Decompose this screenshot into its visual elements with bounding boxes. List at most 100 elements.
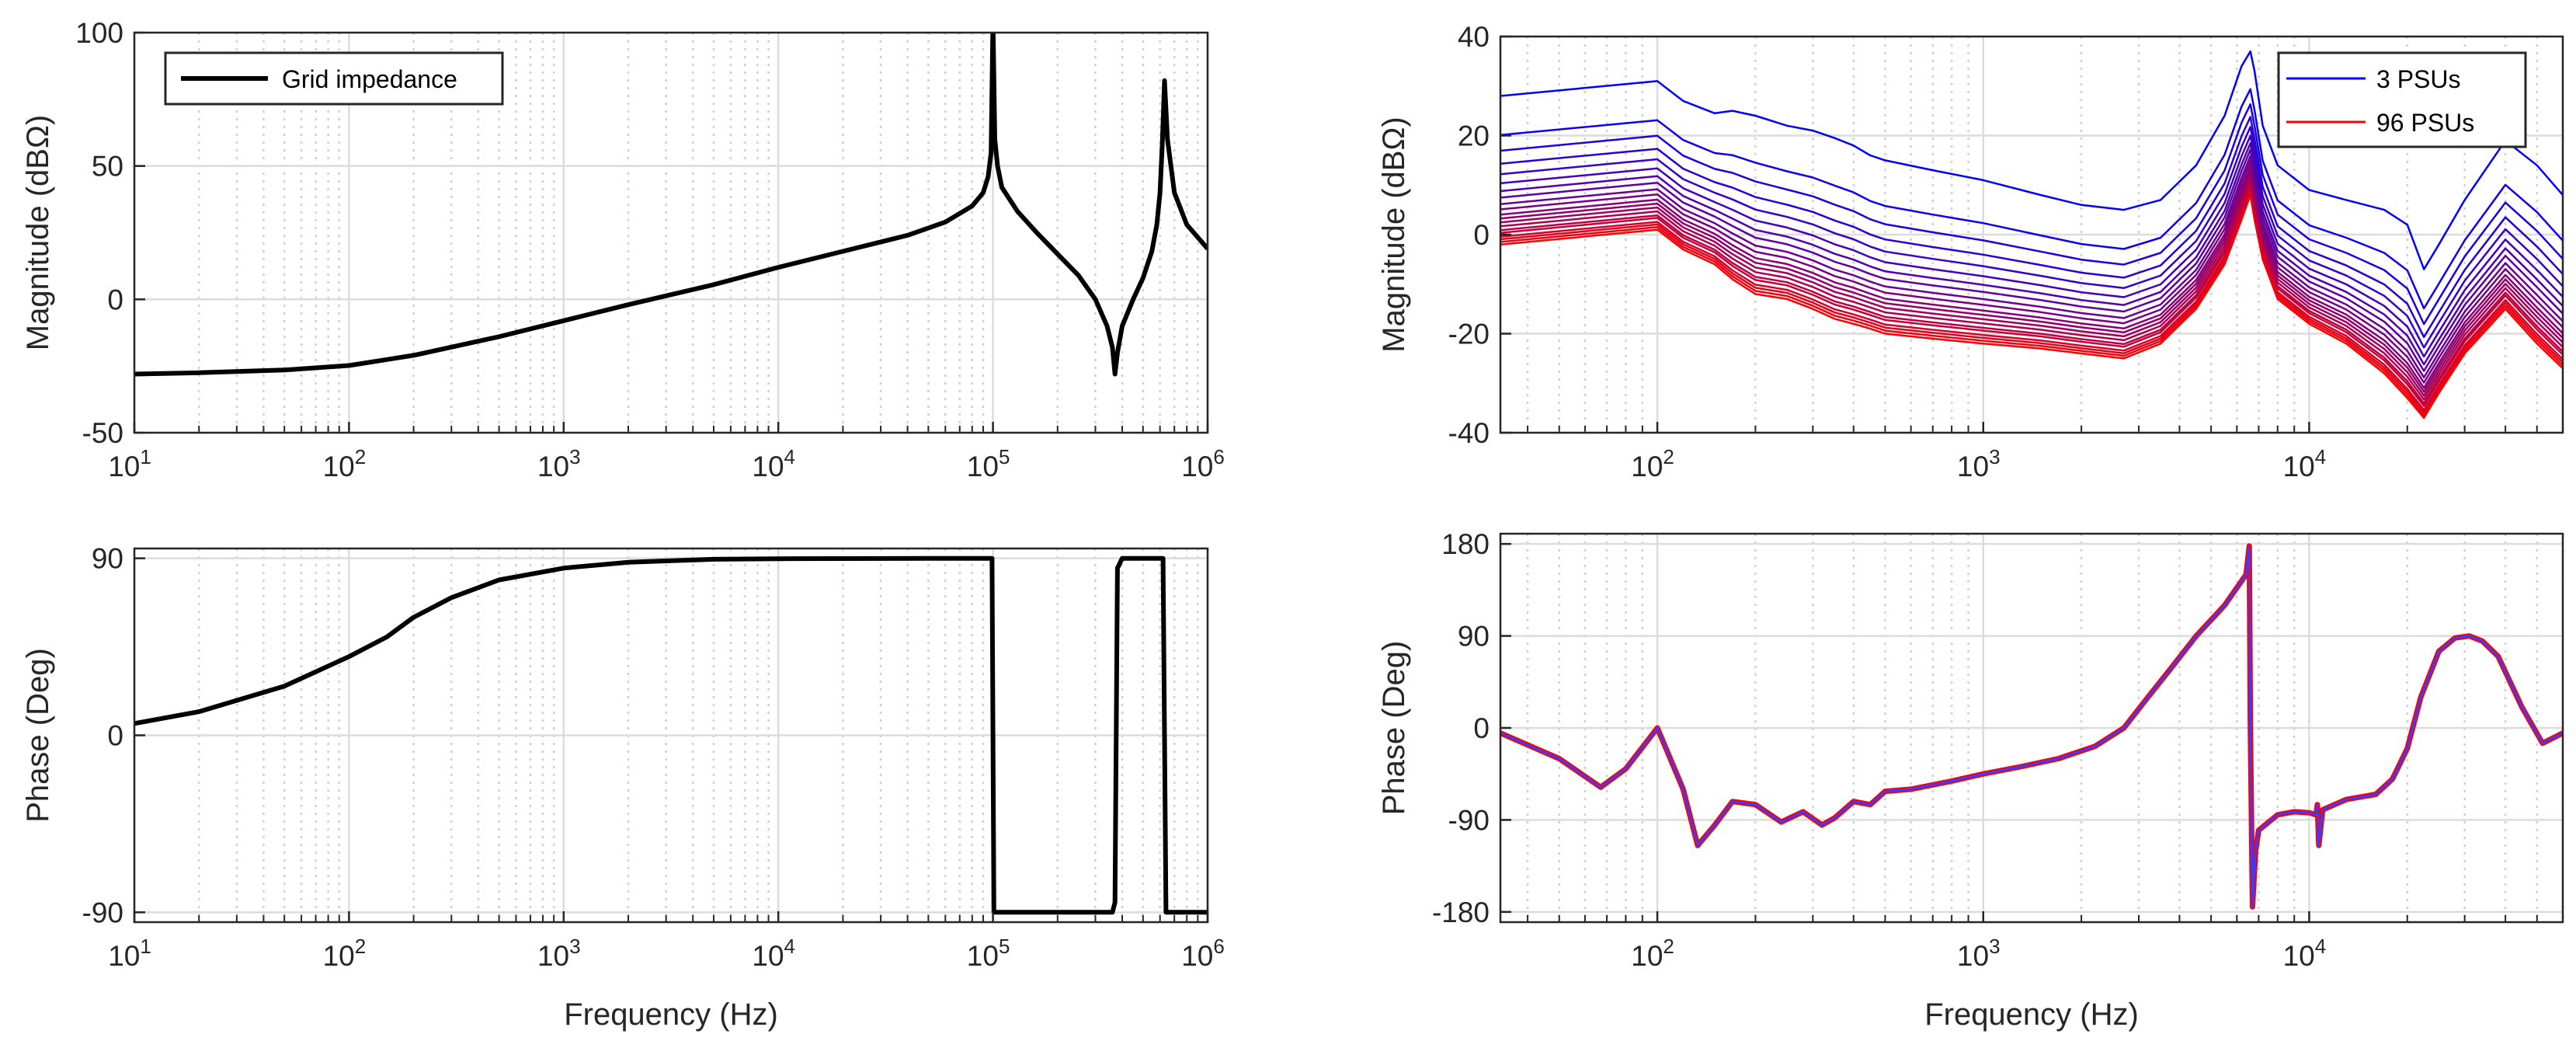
x-tick-exponent: 4	[784, 935, 795, 958]
psu-series-line-14	[1500, 176, 2563, 401]
x-tick-exponent: 1	[140, 935, 151, 958]
data-lines	[134, 555, 1208, 915]
psu-series-line-4	[1500, 116, 2563, 339]
y-tick-label: 0	[1473, 219, 1490, 251]
axes-box	[133, 31, 1209, 434]
x-tick-label: 106	[1181, 935, 1225, 972]
x-tick-base: 10	[1181, 940, 1213, 972]
y-tick-label: 0	[107, 284, 123, 315]
x-tick-exponent: 4	[784, 445, 795, 468]
y-axis-label: Magnitude (dBΩ)	[21, 115, 55, 350]
x-tick-label: 104	[752, 445, 795, 482]
x-tick-base: 10	[537, 451, 569, 482]
x-tick-base: 10	[1957, 451, 1989, 482]
x-tick-exponent: 3	[569, 445, 580, 468]
y-axis-label: Magnitude (dBΩ)	[1377, 117, 1411, 352]
psu-series-line-15	[1500, 179, 2563, 405]
y-tick-label: 0	[1473, 712, 1490, 744]
series-line-grid-impedance	[134, 33, 1208, 377]
x-tick-exponent: 6	[1213, 445, 1224, 468]
psu-series-line-9	[1500, 155, 2563, 379]
psu-series-line-10	[1500, 159, 2563, 384]
psu-series-line-5	[1500, 126, 2563, 349]
x-tick-base: 10	[967, 451, 999, 482]
x-tick-exponent: 2	[1663, 445, 1674, 468]
x-tick-label: 103	[537, 935, 581, 972]
x-tick-base: 10	[323, 940, 355, 972]
x-tick-exponent: 3	[1989, 445, 2000, 468]
x-tick-exponent: 2	[355, 445, 366, 468]
x-tick-label: 102	[323, 935, 367, 972]
x-tick-label: 101	[108, 935, 151, 972]
x-tick-label: 105	[967, 935, 1010, 972]
psu-series-line-13	[1500, 172, 2563, 397]
psu-series-line-17	[1500, 186, 2563, 412]
legend: Grid impedance	[164, 51, 504, 106]
psu-series-line-18	[1500, 189, 2563, 414]
psu-series-line-6	[1500, 134, 2563, 358]
x-tick-base: 10	[967, 940, 999, 972]
y-tick-label: -50	[82, 417, 123, 449]
y-tick-label: -90	[82, 897, 123, 928]
psu-series-line-2	[1500, 88, 2563, 310]
x-tick-base: 10	[537, 940, 569, 972]
x-tick-base: 10	[752, 451, 784, 482]
y-tick-label: 100	[75, 17, 123, 49]
y-tick-label: 90	[1458, 621, 1490, 653]
y-axis-label: Phase (Deg)	[1377, 641, 1411, 816]
x-tick-exponent: 3	[569, 935, 580, 958]
y-tick-label: 40	[1458, 21, 1490, 53]
data-lines	[1500, 543, 2563, 910]
x-tick-label: 101	[108, 445, 151, 482]
y-tick-label: -180	[1432, 897, 1490, 928]
legend-label: 96 PSUs	[2376, 109, 2474, 137]
x-tick-base: 10	[1631, 940, 1663, 972]
x-tick-exponent: 4	[2315, 445, 2326, 468]
y-tick-label: -90	[1448, 804, 1490, 836]
x-axis-label: Frequency (Hz)	[564, 998, 778, 1032]
x-tick-label: 106	[1181, 445, 1225, 482]
y-tick-label: 50	[92, 151, 123, 183]
psu-series-line-19	[1500, 191, 2563, 416]
x-tick-base: 10	[1181, 451, 1213, 482]
x-tick-label: 105	[967, 445, 1010, 482]
data-lines	[1500, 50, 2563, 420]
x-tick-base: 10	[752, 940, 784, 972]
x-tick-label: 103	[537, 445, 581, 482]
psu-series-line-8	[1500, 148, 2563, 372]
x-tick-exponent: 5	[999, 935, 1010, 958]
y-tick-label: 20	[1458, 120, 1490, 152]
series-line-96-psus	[1500, 543, 2563, 910]
psu-series-line-11	[1500, 165, 2563, 389]
y-tick-label: 90	[92, 543, 123, 575]
x-tick-exponent: 5	[999, 445, 1010, 468]
legend: 3 PSUs 96 PSUs	[2277, 51, 2527, 148]
psu-series-line-1	[1500, 50, 2563, 270]
x-tick-base: 10	[2283, 940, 2315, 972]
x-tick-base: 10	[2283, 451, 2315, 482]
x-tick-label: 102	[1631, 445, 1674, 482]
x-tick-exponent: 3	[1989, 935, 2000, 958]
x-tick-base: 10	[323, 451, 355, 482]
legend-label: 3 PSUs	[2376, 65, 2460, 93]
grid	[1500, 534, 2564, 922]
psu-series-line-12	[1500, 169, 2563, 393]
y-tick-label: -40	[1448, 417, 1490, 449]
y-axis-label: Phase (Deg)	[21, 648, 55, 823]
legend-box	[2277, 51, 2527, 148]
x-tick-base: 10	[108, 451, 140, 482]
y-tick-label: 180	[1441, 528, 1490, 560]
x-tick-exponent: 1	[140, 445, 151, 468]
x-tick-label: 102	[323, 445, 367, 482]
psu-series-line-16	[1500, 183, 2563, 408]
x-tick-exponent: 6	[1213, 935, 1224, 958]
legend-label: Grid impedance	[282, 65, 457, 93]
x-tick-exponent: 4	[2315, 935, 2326, 958]
x-tick-exponent: 2	[1663, 935, 1674, 958]
series-line-3-psus	[1500, 545, 2563, 908]
x-tick-base: 10	[1957, 940, 1989, 972]
